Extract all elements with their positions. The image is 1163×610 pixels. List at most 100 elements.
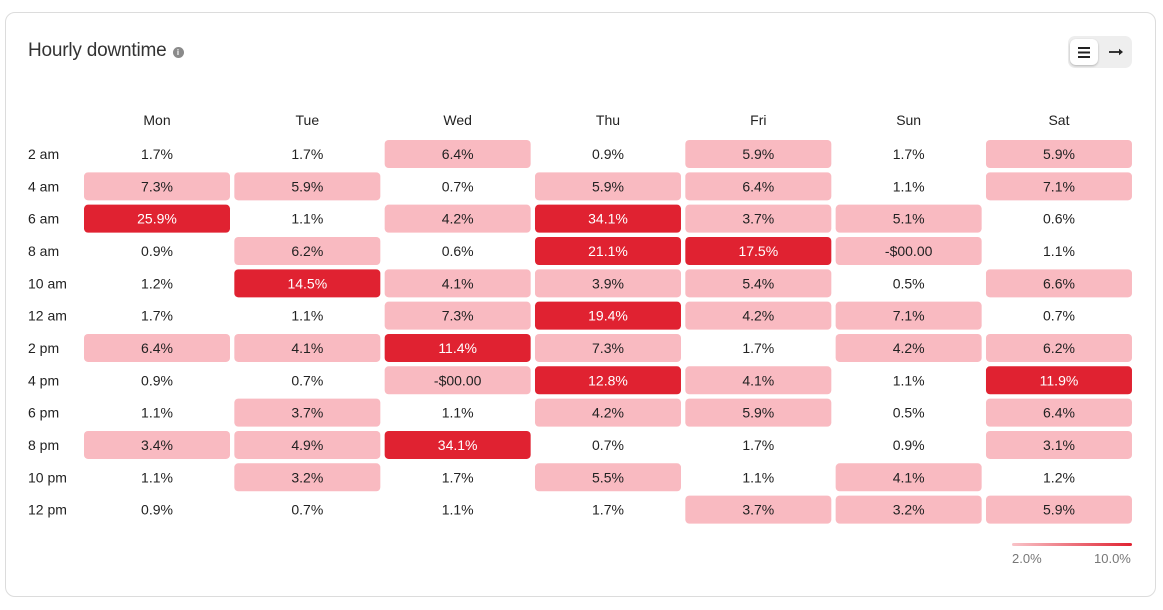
heatmap-cell (534, 204, 681, 233)
column-label-wed: Wed (443, 112, 472, 128)
heatmap-cell-label: 4.9% (291, 437, 323, 453)
heatmap-cell (534, 172, 681, 201)
heatmap-cell (685, 269, 832, 298)
heatmap-cell (685, 172, 832, 201)
heatmap-cell-label: 0.6% (442, 243, 474, 259)
row-label: 8 pm (28, 437, 59, 453)
chart-title: Hourly downtime (28, 40, 167, 61)
heatmap-cell (84, 204, 230, 233)
heatmap-cell-label: 5.9% (291, 178, 323, 194)
heatmap-cell-label: 1.1% (742, 469, 774, 485)
row-label: 10 pm (28, 469, 67, 485)
heatmap-cell (985, 495, 1132, 524)
row-label: 6 pm (28, 405, 59, 421)
heatmap-cell-label: 25.9% (137, 211, 177, 227)
heatmap-cell (985, 398, 1132, 427)
heatmap-cell (384, 333, 531, 362)
heatmap-cell-label: 0.9% (893, 437, 925, 453)
heatmap-cell (534, 236, 681, 265)
heatmap-cell-label: 3.7% (742, 211, 774, 227)
column-label-thu: Thu (596, 112, 620, 128)
heatmap-cell-label: 0.9% (141, 372, 173, 388)
heatmap-cell-label: 1.2% (141, 275, 173, 291)
heatmap-cell-label: 1.2% (1043, 469, 1075, 485)
list-view-button[interactable] (1070, 39, 1098, 65)
heatmap-cell-label: 1.7% (742, 340, 774, 356)
heatmap-cell (384, 140, 531, 168)
heatmap-cell (234, 333, 381, 362)
heatmap-cell-label: 6.2% (291, 243, 323, 259)
heatmap-cell (534, 398, 681, 427)
heatmap-cell-label: 11.9% (1040, 372, 1079, 388)
list-icon (1078, 46, 1090, 58)
row-label: 4 am (28, 178, 59, 194)
heatmap-cell (384, 430, 531, 459)
heatmap-cell-label: 4.2% (893, 340, 925, 356)
heatmap-cell-label: 17.5% (738, 243, 778, 259)
heatmap-cell (84, 430, 230, 459)
heatmap-cell-label: 5.4% (742, 275, 774, 291)
row-label: 4 pm (28, 372, 59, 388)
heatmap-cell-label: 12.8% (588, 372, 628, 388)
heatmap-cell-label: 5.1% (893, 211, 925, 227)
heatmap-cell (685, 204, 832, 233)
heatmap-cell-label: 19.4% (588, 308, 628, 324)
heatmap-cell (384, 204, 531, 233)
row-label: 8 am (28, 243, 59, 259)
heatmap-cell-label: 4.1% (893, 469, 925, 485)
heatmap-cell-label: 5.9% (1043, 502, 1075, 518)
heatmap-cell (835, 236, 982, 265)
heatmap-cell-label: 4.2% (442, 211, 474, 227)
heatmap-cell-label: 5.5% (592, 469, 624, 485)
heatmap-cell-label: 4.1% (742, 372, 774, 388)
heatmap-cell-label: 14.5% (287, 275, 327, 291)
heatmap-cell-label: 1.7% (291, 146, 323, 162)
trend-view-button[interactable] (1102, 39, 1130, 65)
info-icon[interactable]: i (172, 46, 184, 58)
heatmap-cell-label: 3.2% (893, 502, 925, 518)
heatmap-cell (985, 172, 1132, 201)
heatmap-cell (234, 463, 381, 492)
heatmap-cell-label: 0.9% (141, 243, 173, 259)
heatmap-cell-label: 0.7% (592, 437, 624, 453)
heatmap-cell-label: 4.1% (442, 275, 474, 291)
heatmap-cell-label: 4.2% (742, 308, 774, 324)
heatmap-cell-label: 0.5% (893, 275, 925, 291)
heatmap-cell (835, 204, 982, 233)
heatmap-cell-label: 4.1% (291, 340, 323, 356)
heatmap-cell-label: 1.7% (141, 146, 173, 162)
heatmap-cell-label: 1.7% (141, 308, 173, 324)
heatmap-cell-label: 21.1% (588, 243, 628, 259)
heatmap-cell (685, 366, 832, 395)
heatmap-cell-label: 6.2% (1043, 340, 1075, 356)
heatmap-cell-label: 6.4% (442, 146, 474, 162)
heatmap-cell (985, 430, 1132, 459)
heatmap-cell-label: 34.1% (588, 211, 628, 227)
heatmap-cell-label: 3.9% (592, 275, 624, 291)
heatmap-cell-label: 0.7% (291, 502, 323, 518)
heatmap-cell-label: 6.6% (1043, 275, 1075, 291)
column-label-sat: Sat (1048, 112, 1069, 128)
heatmap-cell (84, 333, 230, 362)
heatmap-cell-label: 1.7% (893, 146, 925, 162)
heatmap-cell-label: 5.9% (742, 146, 774, 162)
heatmap-cell (685, 398, 832, 427)
heatmap-cell-label: 5.9% (742, 405, 774, 421)
arrow-right-icon (1109, 48, 1123, 56)
heatmap-cell (534, 301, 681, 330)
heatmap-cell-label: 1.7% (742, 437, 774, 453)
heatmap-cell-label: 1.1% (1043, 243, 1075, 259)
heatmap-cell (985, 366, 1132, 395)
legend-min-label: 2.0% (1012, 551, 1042, 566)
column-label-tue: Tue (296, 112, 320, 128)
heatmap-cell-label: 5.9% (592, 178, 624, 194)
heatmap-cell-label: 1.1% (893, 372, 925, 388)
heatmap-cell-label: 4.2% (592, 405, 624, 421)
heatmap-cell (835, 333, 982, 362)
heatmap-cell-label: 0.7% (291, 372, 323, 388)
heatmap-cell (534, 333, 681, 362)
heatmap-cell-label: -$00.00 (885, 243, 933, 259)
heatmap-cell (84, 172, 230, 201)
heatmap-cell-label: 1.1% (893, 178, 925, 194)
heatmap-cell (234, 398, 381, 427)
